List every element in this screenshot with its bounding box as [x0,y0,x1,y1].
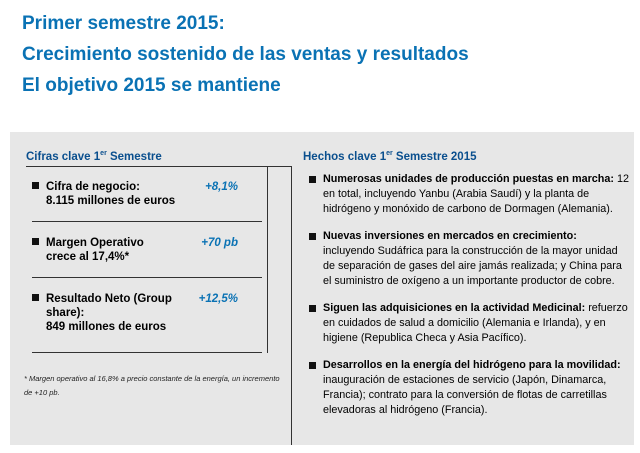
bullet-icon [309,176,316,183]
key-figure-value: +70 pb [201,237,238,249]
key-facts-title-sup: er [386,150,393,157]
column-separator [291,166,292,445]
key-facts-title: Hechos clave 1er Semestre 2015 [303,150,477,163]
headline: Primer semestre 2015: Crecimiento sosten… [22,8,469,101]
bullet-icon [309,233,316,240]
headline-line-2: Crecimiento sostenido de las ventas y re… [22,44,469,65]
key-figure-value: +8,1% [205,181,238,193]
fact-item: Numerosas unidades de producción puestas… [309,172,629,217]
key-figure-sub: 8.115 millones de euros [46,195,176,207]
divider [32,277,262,278]
fact-heading: Nuevas inversiones en mercados en crecim… [323,230,577,242]
key-figures-title-text: Cifras clave 1 [26,150,101,163]
key-figures-title-rule [26,166,292,167]
key-figures-title-sup: er [100,150,107,157]
fact-body: inauguración de estaciones de servicio (… [323,374,607,416]
key-facts-title-text: Hechos clave 1 [303,150,387,163]
footnote: * Margen operativo al 16,8% a precio con… [24,374,280,397]
key-facts-title-suffix: Semestre 2015 [392,150,477,163]
fact-item: Desarrollos en la energía del hidrógeno … [309,358,629,418]
key-figure-value: +12,5% [198,293,238,305]
bullet-icon [32,182,39,189]
bullet-icon [309,305,316,312]
fact-heading: Siguen las adquisiciones en la actividad… [323,302,586,314]
vertical-rule [267,166,268,353]
fact-body: refuerzo en cuidados de salud a domicili… [323,302,628,344]
fact-heading: Numerosas unidades de producción puestas… [323,173,614,185]
headline-line-3: El objetivo 2015 se mantiene [22,75,281,96]
key-figure-sub: crece al 17,4%* [46,251,130,263]
fact-heading: Desarrollos en la energía del hidrógeno … [323,359,621,371]
headline-line-1: Primer semestre 2015: [22,13,225,34]
divider [32,221,262,222]
key-figures-title-suffix: Semestre [106,150,162,163]
bullet-icon [32,294,39,301]
key-figure-sub: 849 millones de euros [46,321,167,333]
key-figure-label: Cifra de negocio: [46,181,140,193]
divider [32,352,262,353]
bullet-icon [309,362,316,369]
key-figure-label: Margen Operativo [46,237,144,249]
fact-body: 12 en total, incluyendo Yanbu (Arabia Sa… [323,173,630,215]
key-figures-title: Cifras clave 1er Semestre [26,150,162,163]
fact-body: incluyendo Sudáfrica para la construcció… [323,245,622,287]
content-panel [10,132,634,445]
bullet-icon [32,238,39,245]
fact-item: Siguen las adquisiciones en la actividad… [309,301,629,346]
fact-item: Nuevas inversiones en mercados en crecim… [309,229,629,289]
key-figure-label: Resultado Neto (Group share): [46,293,172,319]
